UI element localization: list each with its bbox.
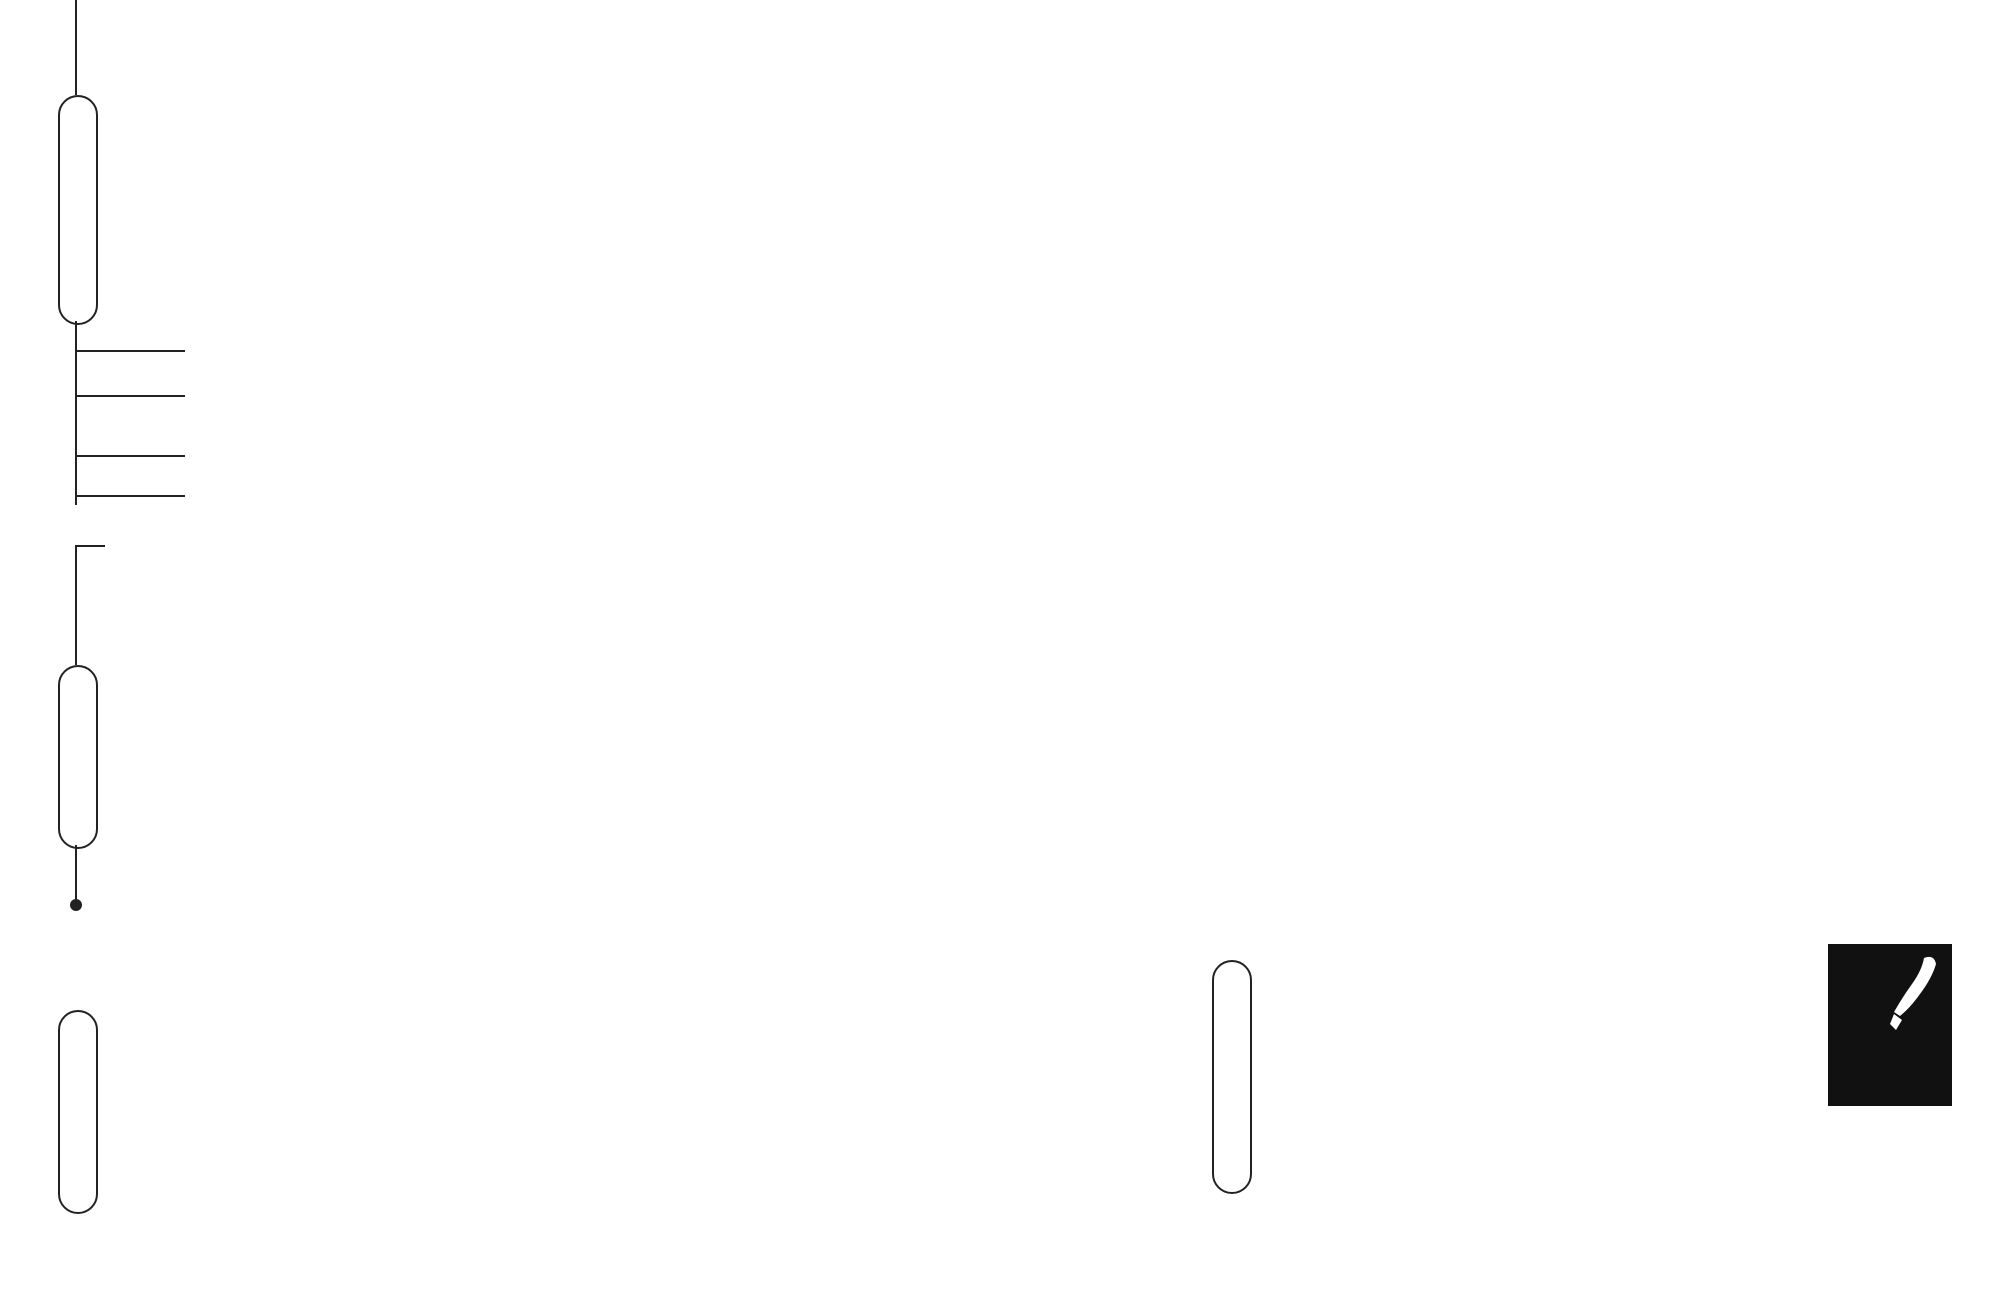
- divider: [75, 395, 185, 397]
- divider: [75, 0, 77, 95]
- ranking-chart: [0, 925, 1180, 1294]
- pen-icon: [1890, 956, 1936, 1030]
- timeline-end-dot: [70, 899, 82, 911]
- divider: [75, 545, 105, 547]
- section-by-the-year: [58, 665, 98, 849]
- divider: [75, 321, 77, 505]
- section-by-the-recipe: [58, 95, 98, 325]
- divider: [75, 350, 185, 352]
- divider: [75, 455, 185, 457]
- timeline: [0, 525, 2000, 645]
- divider: [75, 495, 185, 497]
- fdr-logo: [1828, 944, 1952, 1106]
- numbers-chart: [1200, 925, 1800, 1294]
- divider: [75, 845, 77, 905]
- section-by-ranking: [58, 1010, 98, 1214]
- divider: [75, 545, 77, 665]
- section-by-the-numbers: [1212, 960, 1252, 1194]
